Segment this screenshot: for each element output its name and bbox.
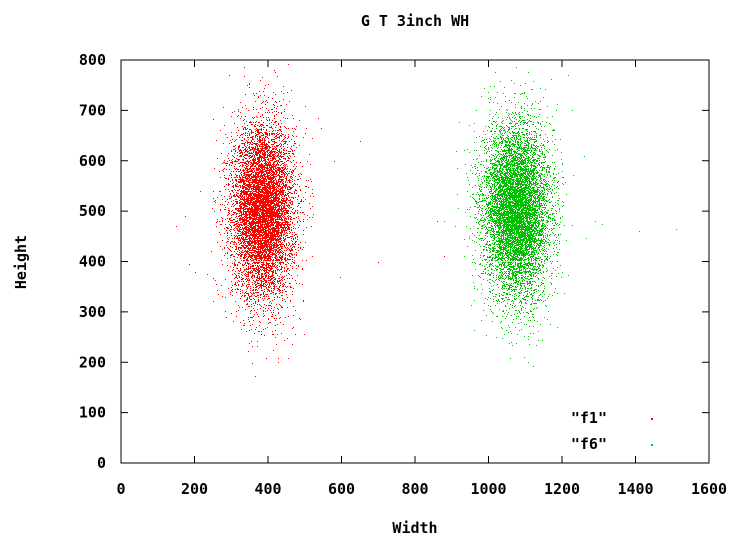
y-tick-label: 500 [79,202,106,220]
y-axis-ticks: 0 100 200 300 400 500 600 700 800 [79,51,709,472]
x-tick-label: 600 [328,480,355,498]
plot-frame [120,59,710,464]
legend: "f1" "f6" [571,409,653,453]
x-tick-label: 1000 [470,480,506,498]
legend-marker-1 [651,418,653,420]
legend-label-1: "f1" [571,409,607,427]
y-tick-label: 100 [79,404,106,422]
series-2-points [444,67,677,367]
x-axis-label: Width [392,519,437,537]
x-tick-label: 400 [254,480,281,498]
x-tick-label: 1200 [544,480,580,498]
y-tick-label: 0 [97,454,106,472]
legend-marker-2 [651,444,653,446]
x-tick-label: 800 [401,480,428,498]
y-tick-label: 400 [79,253,106,271]
legend-label-2: "f6" [571,435,607,453]
series-1-points [176,64,445,377]
x-tick-label: 1600 [691,480,727,498]
y-tick-label: 700 [79,101,106,119]
y-tick-label: 800 [79,51,106,69]
plot-points [176,64,677,377]
x-tick-label: 1400 [617,480,653,498]
x-axis-ticks: 0 200 400 600 800 1000 1200 1400 1600 [116,60,727,498]
x-tick-label: 0 [116,480,125,498]
y-tick-label: 300 [79,303,106,321]
y-tick-label: 200 [79,353,106,371]
y-axis-label: Height [12,235,30,289]
y-tick-label: 600 [79,152,106,170]
chart-title: G T 3inch WH [361,12,469,30]
x-tick-label: 200 [181,480,208,498]
